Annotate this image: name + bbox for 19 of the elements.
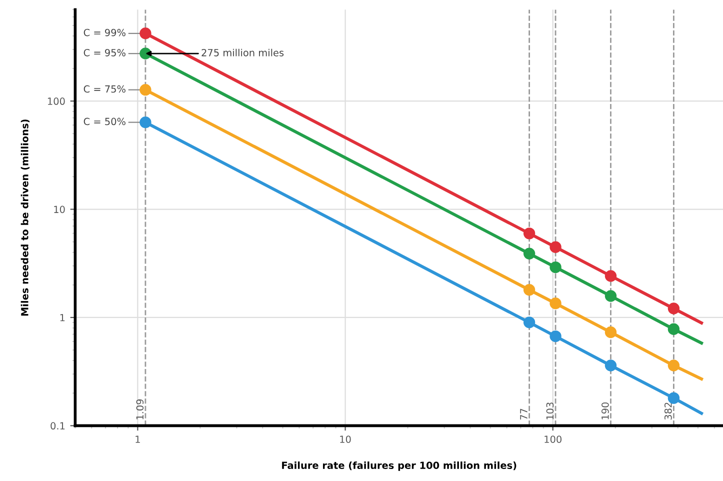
text: C = 95% [84,48,126,56]
text: C = 99% [84,28,126,36]
y-axis-title: Miles needed to be driven (millions) [20,120,30,316]
y-tick-label: 0.1 [50,422,65,430]
x-tick-label: 1 [136,436,140,443]
text: C = 50% [84,118,126,126]
x-tick-label: 10 [340,436,351,443]
ref-line-label: 382 [664,402,672,420]
annotation: 275 million miles [202,48,284,56]
x-tick-label: 100 [544,436,562,443]
y-tick-label: 10 [54,206,65,214]
y-tick-label: 100 [48,98,65,105]
y-tick-label: 1 [60,314,65,322]
ref-line-label: 77 [520,408,528,420]
ref-line-label: 190 [602,402,609,420]
ref-line-label: 103 [546,402,554,420]
x-axis-title: Failure rate (failures per 100 million miles) [282,461,516,471]
ref-line-label: 1.09 [136,399,144,420]
text: C = 75% [84,85,126,93]
